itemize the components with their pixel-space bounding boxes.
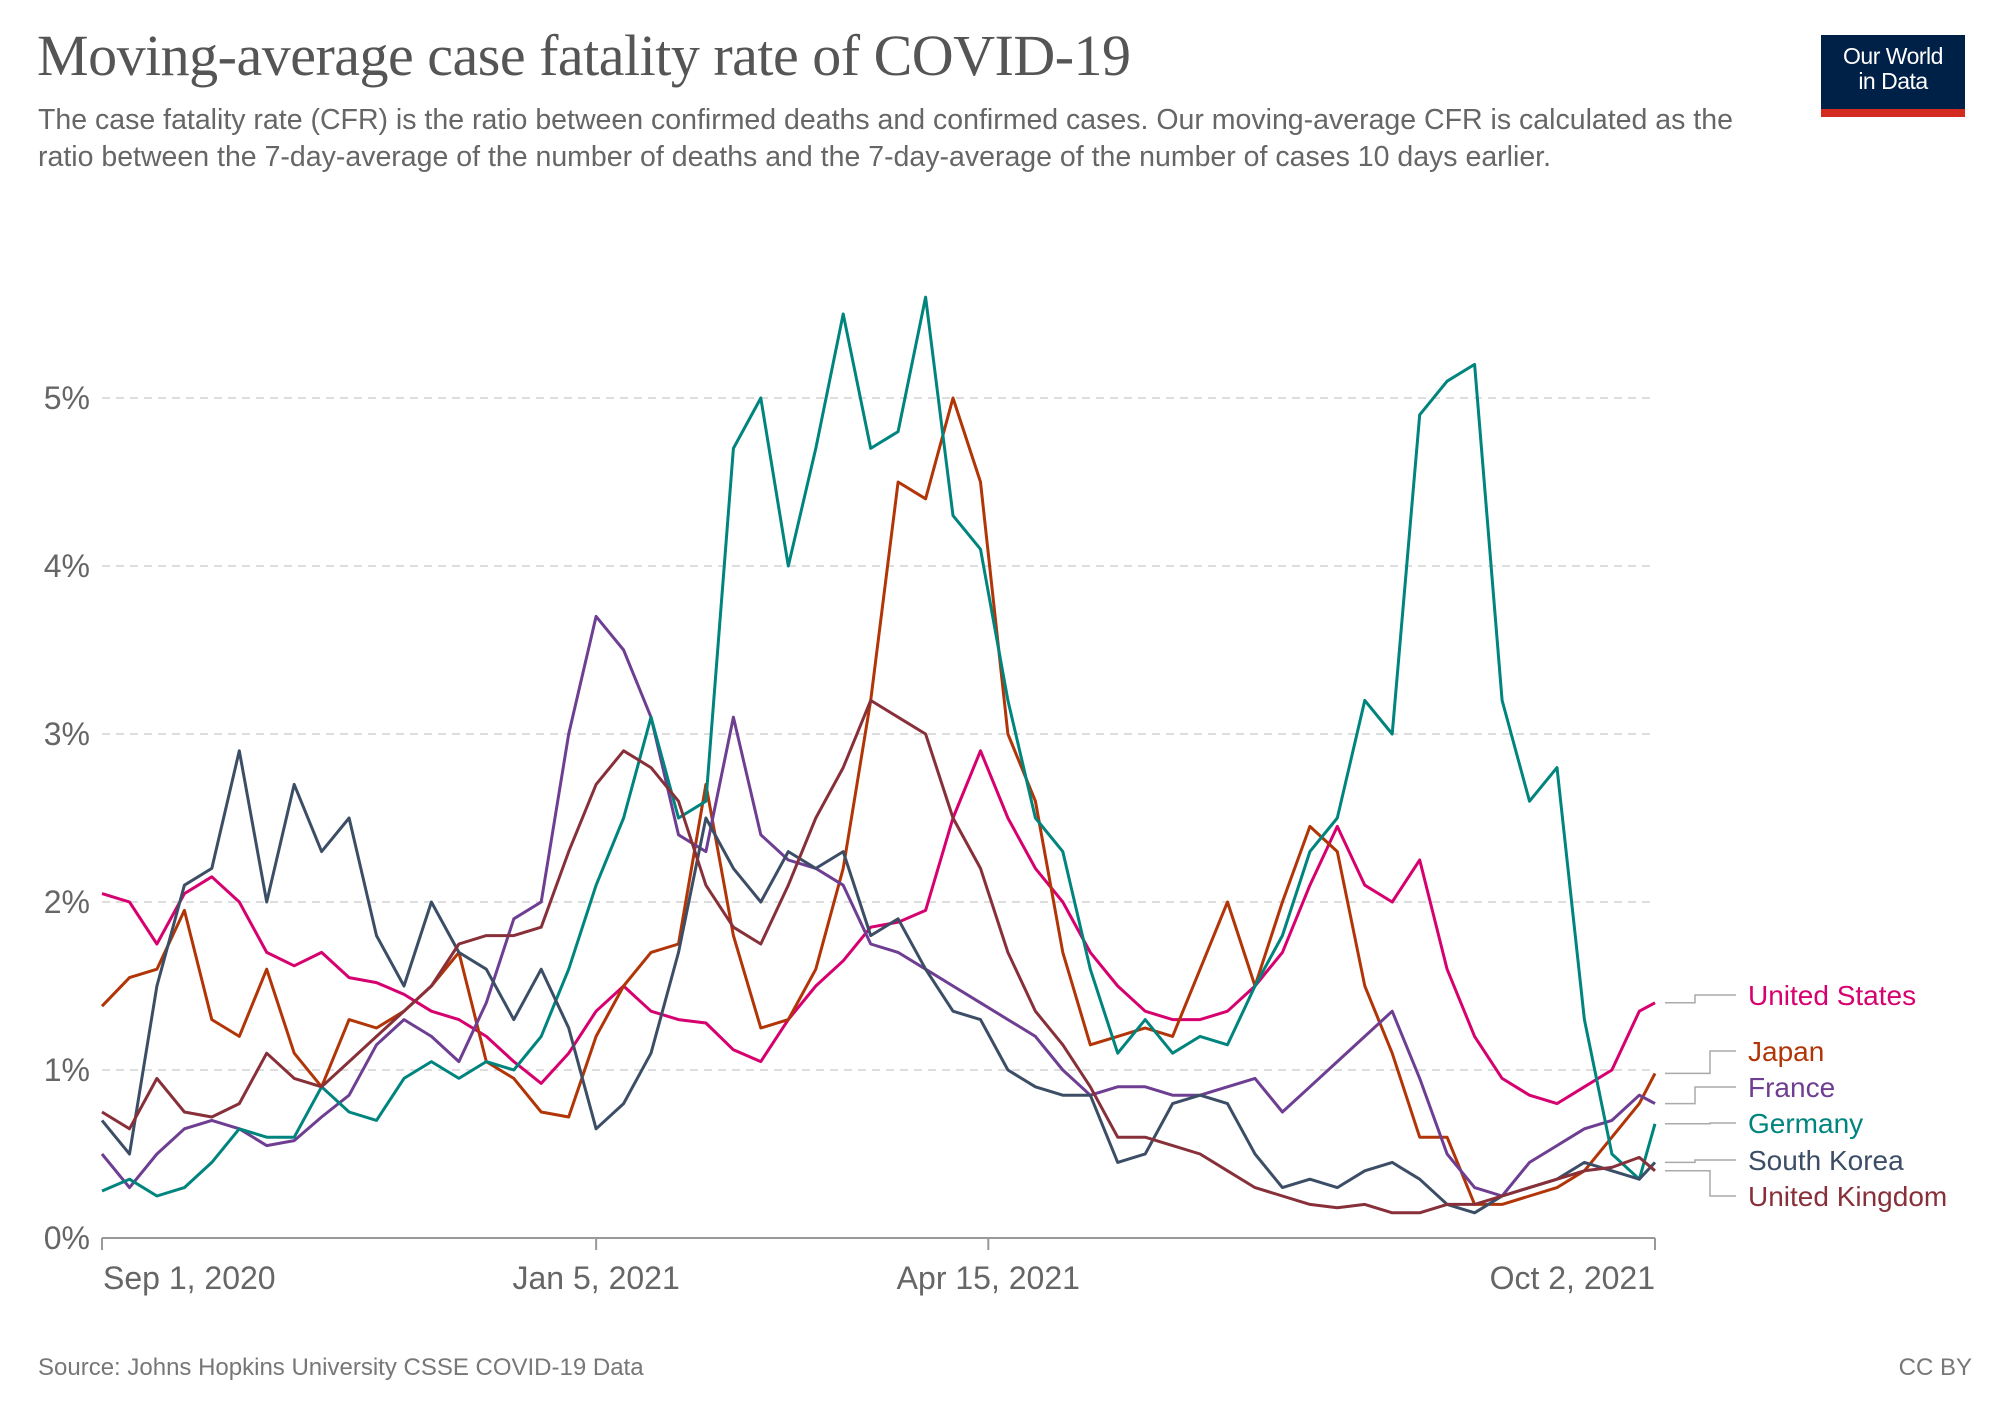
legend-label-united-states[interactable]: United States — [1748, 980, 1916, 1011]
series-line-germany[interactable] — [101, 295, 1657, 1198]
series-lines — [100, 295, 1657, 1215]
x-tick-label: Jan 5, 2021 — [513, 1260, 680, 1296]
legend-label-united-kingdom[interactable]: United Kingdom — [1748, 1181, 1947, 1212]
legend-label-germany[interactable]: Germany — [1748, 1108, 1863, 1139]
x-tick-label: Apr 15, 2021 — [897, 1260, 1080, 1296]
y-axis-ticks: 0% 1% 2% 3% 4% 5% — [44, 380, 90, 1256]
legend-connector — [1665, 994, 1736, 1004]
series-line-united-kingdom[interactable] — [101, 698, 1656, 1215]
y-tick-label: 4% — [44, 548, 90, 584]
x-axis: Sep 1, 2020 Jan 5, 2021 Apr 15, 2021 Oct 2,… — [101, 1237, 1656, 1296]
legend-connector — [1665, 1170, 1736, 1197]
y-tick-label: 0% — [44, 1220, 90, 1256]
logo-line-1: Our World — [1843, 43, 1943, 69]
legend-label-south-korea[interactable]: South Korea — [1748, 1145, 1904, 1176]
series-line-south-korea[interactable] — [100, 749, 1657, 1215]
license-link[interactable]: CC BY — [1898, 1354, 1972, 1381]
y-tick-label: 2% — [44, 884, 90, 920]
y-tick-label: 5% — [44, 380, 90, 416]
legend-label-japan[interactable]: Japan — [1748, 1036, 1824, 1067]
legend-connector — [1665, 1050, 1736, 1075]
series-line-japan[interactable] — [100, 396, 1657, 1206]
legend: United States Japan France Germany South Kor… — [1665, 980, 1947, 1212]
legend-connector — [1665, 1159, 1736, 1164]
series-line-united-states[interactable] — [101, 749, 1656, 1106]
x-tick-label: Sep 1, 2020 — [103, 1260, 276, 1296]
logo-accent-bar — [1821, 109, 1965, 117]
source-note[interactable]: Source: Johns Hopkins University CSSE CO… — [38, 1354, 644, 1381]
gridlines — [102, 397, 1655, 1071]
y-tick-label: 3% — [44, 716, 90, 752]
owid-logo[interactable]: Our World in Data — [1821, 35, 1965, 117]
chart-subtitle: The case fatality rate (CFR) is the rati… — [38, 104, 1733, 173]
logo-line-2: in Data — [1858, 68, 1928, 94]
legend-connector — [1665, 1086, 1736, 1105]
chart-title: Moving-average case fatality rate of COV… — [37, 23, 1131, 88]
legend-connector — [1665, 1122, 1736, 1125]
series-line-france[interactable] — [100, 614, 1656, 1198]
x-tick-label: Oct 2, 2021 — [1490, 1260, 1655, 1296]
y-tick-label: 1% — [44, 1052, 90, 1088]
legend-label-france[interactable]: France — [1748, 1072, 1835, 1103]
